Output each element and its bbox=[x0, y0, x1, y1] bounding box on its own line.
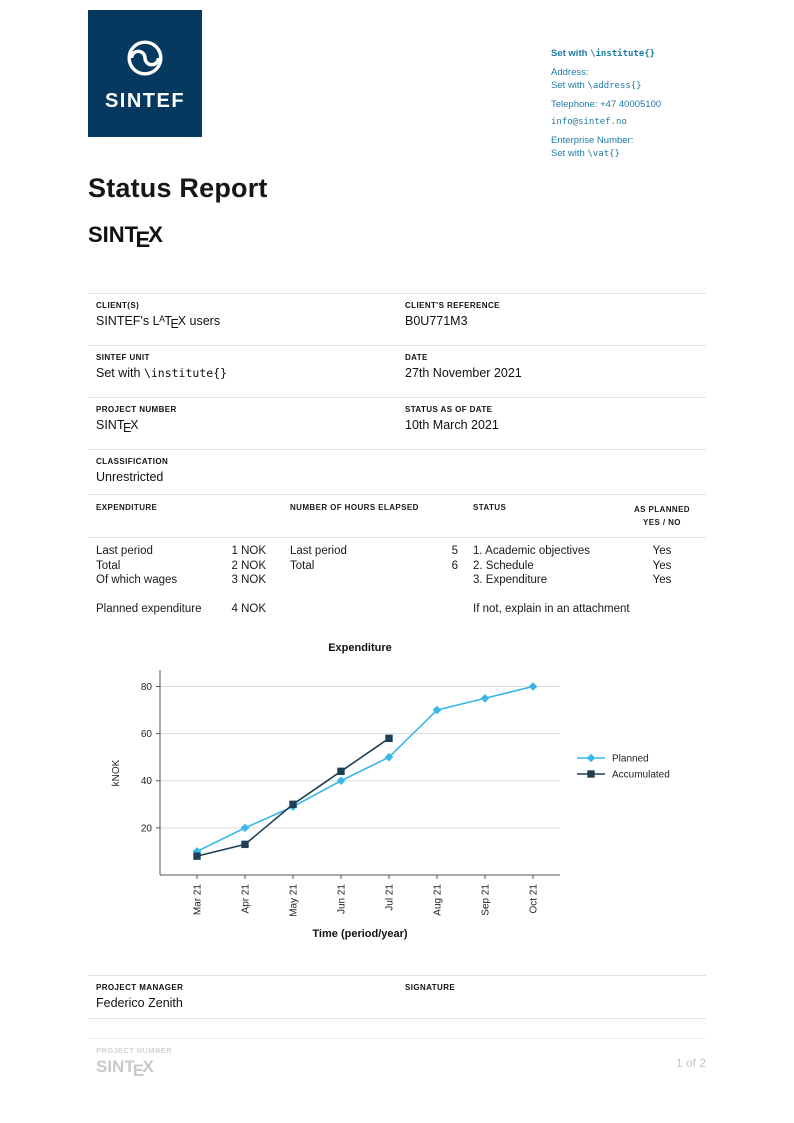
project-manager-name: Federico Zenith bbox=[96, 996, 183, 1010]
page-footer: PROJECT NUMBER SINTEX 1 of 2 bbox=[88, 1038, 706, 1080]
table-row: Yes bbox=[652, 559, 672, 572]
date-label: DATE bbox=[405, 353, 428, 362]
as-planned-header: AS PLANNED YES / NO bbox=[633, 505, 690, 527]
project-manager-cell: PROJECT MANAGER Federico Zenith bbox=[88, 983, 397, 1018]
status-date-value: 10th March 2021 bbox=[405, 418, 499, 432]
table-row: CLASSIFICATION Unrestricted bbox=[88, 449, 706, 494]
signature-label: SIGNATURE bbox=[405, 983, 456, 992]
classification-cell: CLASSIFICATION Unrestricted bbox=[88, 457, 397, 494]
project-manager-section: PROJECT MANAGER Federico Zenith SIGNATUR… bbox=[88, 975, 706, 1019]
table-row: Planned expenditure 4 NOK bbox=[96, 602, 266, 615]
footer-project-block: PROJECT NUMBER SINTEX bbox=[88, 1046, 173, 1080]
expenditure-table-header: EXPENDITURE NUMBER OF HOURS ELAPSED STAT… bbox=[88, 494, 706, 538]
brand-name: SINTEF bbox=[104, 89, 186, 112]
svg-text:Apr 21: Apr 21 bbox=[241, 884, 252, 914]
svg-text:May 21: May 21 bbox=[289, 884, 300, 917]
clients-cell: CLIENT(S) SINTEF's LATEX users bbox=[88, 301, 397, 345]
table-row: 3. Expenditure bbox=[473, 574, 548, 587]
page-title: Status Report bbox=[88, 173, 268, 203]
chart-section: 20 40 60 80 Mar 21 Apr 21 May 21 Jun 21 Jul 21 Au… bbox=[95, 635, 711, 950]
table-row: Yes bbox=[652, 574, 672, 587]
enterprise-value: Set with \vat{} bbox=[551, 148, 620, 159]
svg-text:Accumulated: Accumulated bbox=[612, 770, 670, 781]
sintef-unit-label: SINTEF UNIT bbox=[96, 353, 150, 362]
svg-text:Sep 21: Sep 21 bbox=[481, 884, 492, 916]
expenditure-header: EXPENDITURE bbox=[96, 503, 158, 512]
expenditure-column: Last period 1 NOK Total 2 NOK Of which wag… bbox=[96, 544, 266, 616]
status-date-cell: STATUS AS OF DATE 10th March 2021 bbox=[397, 405, 706, 449]
contact-info: Set with \institute{} Address: Set with … bbox=[551, 47, 716, 161]
status-note: If not, explain in an attachment bbox=[473, 602, 630, 615]
clients-value: SINTEF's LATEX users bbox=[96, 314, 221, 331]
client-reference-cell: CLIENT'S REFERENCE B0U771M3 bbox=[397, 301, 706, 345]
svg-text:Expenditure: Expenditure bbox=[328, 642, 392, 654]
table-row: Total 6 bbox=[290, 559, 458, 572]
telephone-line: Telephone: +47 40005100 bbox=[551, 99, 662, 110]
svg-text:Mar 21: Mar 21 bbox=[193, 884, 204, 916]
address-value: Set with \address{} bbox=[551, 80, 642, 91]
date-value: 27th November 2021 bbox=[405, 366, 522, 380]
svg-text:Planned: Planned bbox=[612, 754, 649, 765]
svg-text:40: 40 bbox=[141, 776, 153, 787]
client-reference-value: B0U771M3 bbox=[405, 314, 468, 328]
svg-text:80: 80 bbox=[141, 682, 153, 693]
signature-cell: SIGNATURE bbox=[397, 983, 706, 1018]
table-row: PROJECT NUMBER SINTEX STATUS AS OF DATE … bbox=[88, 397, 706, 449]
status-date-label: STATUS AS OF DATE bbox=[405, 405, 493, 414]
table-row: SINTEF UNIT Set with \institute{} DATE 2… bbox=[88, 345, 706, 397]
latex-logo: LATEX bbox=[152, 314, 187, 331]
sintef-logo-block: SINTEF bbox=[88, 10, 202, 137]
address-label: Address: bbox=[551, 67, 589, 78]
svg-text:Jun 21: Jun 21 bbox=[337, 884, 348, 914]
hours-header: NUMBER OF HOURS ELAPSED bbox=[290, 503, 419, 512]
classification-label: CLASSIFICATION bbox=[96, 457, 169, 466]
project-number-value: SINTEX bbox=[96, 418, 139, 435]
expenditure-table-body: Last period 1 NOK Total 2 NOK Of which wag… bbox=[88, 538, 706, 626]
table-row: Total 2 NOK bbox=[96, 559, 266, 572]
expenditure-table: EXPENDITURE NUMBER OF HOURS ELAPSED STAT… bbox=[88, 494, 706, 626]
project-number-label: PROJECT NUMBER bbox=[96, 405, 177, 414]
institute-line: Set with \institute{} bbox=[551, 48, 656, 59]
svg-text:Oct 21: Oct 21 bbox=[529, 884, 540, 914]
svg-text:20: 20 bbox=[141, 823, 153, 834]
clients-label: CLIENT(S) bbox=[96, 301, 140, 310]
hours-column: Last period 5 Total 6 bbox=[290, 544, 458, 573]
sintef-unit-value: Set with \institute{} bbox=[96, 366, 228, 380]
client-info-table: CLIENT(S) SINTEF's LATEX users CLIENT'S … bbox=[88, 293, 706, 494]
sintef-unit-cell: SINTEF UNIT Set with \institute{} bbox=[88, 353, 397, 397]
footer-project-number-label: PROJECT NUMBER bbox=[96, 1046, 173, 1055]
svg-text:60: 60 bbox=[141, 729, 153, 740]
expenditure-chart: 20 40 60 80 Mar 21 Apr 21 May 21 Jun 21 Jul 21 Au… bbox=[111, 642, 670, 940]
svg-text:Aug 21: Aug 21 bbox=[433, 884, 444, 916]
table-row: CLIENT(S) SINTEF's LATEX users CLIENT'S … bbox=[88, 293, 706, 345]
svg-text:kNOK: kNOK bbox=[111, 759, 122, 786]
as-planned-column: Yes Yes Yes bbox=[618, 544, 706, 588]
project-manager-label: PROJECT MANAGER bbox=[96, 983, 184, 992]
table-row: Last period 1 NOK bbox=[96, 545, 266, 557]
table-row: Of which wages 3 NOK bbox=[96, 574, 266, 587]
classification-value: Unrestricted bbox=[96, 470, 164, 484]
project-name-logo: SINTEX bbox=[88, 222, 163, 252]
table-row: Yes bbox=[652, 545, 672, 557]
svg-text:Jul 21: Jul 21 bbox=[385, 884, 396, 911]
table-row: 2. Schedule bbox=[473, 559, 534, 572]
status-header: STATUS bbox=[473, 503, 507, 512]
footer-project-name: SINTEX bbox=[96, 1057, 154, 1080]
date-cell: DATE 27th November 2021 bbox=[397, 353, 706, 397]
table-row: 1. Academic objectives bbox=[473, 545, 590, 557]
sintef-logo-icon bbox=[127, 39, 163, 76]
project-number-cell: PROJECT NUMBER SINTEX bbox=[88, 405, 397, 449]
status-column: 1. Academic objectives 2. Schedule 3. Ex… bbox=[473, 544, 688, 616]
client-reference-label: CLIENT'S REFERENCE bbox=[405, 301, 500, 310]
email-line: info@sintef.no bbox=[551, 117, 627, 127]
page-number: 1 of 2 bbox=[675, 1056, 706, 1070]
svg-text:Time (period/year): Time (period/year) bbox=[312, 928, 407, 940]
enterprise-label: Enterprise Number: bbox=[551, 135, 634, 146]
table-row: Last period 5 bbox=[290, 545, 458, 557]
